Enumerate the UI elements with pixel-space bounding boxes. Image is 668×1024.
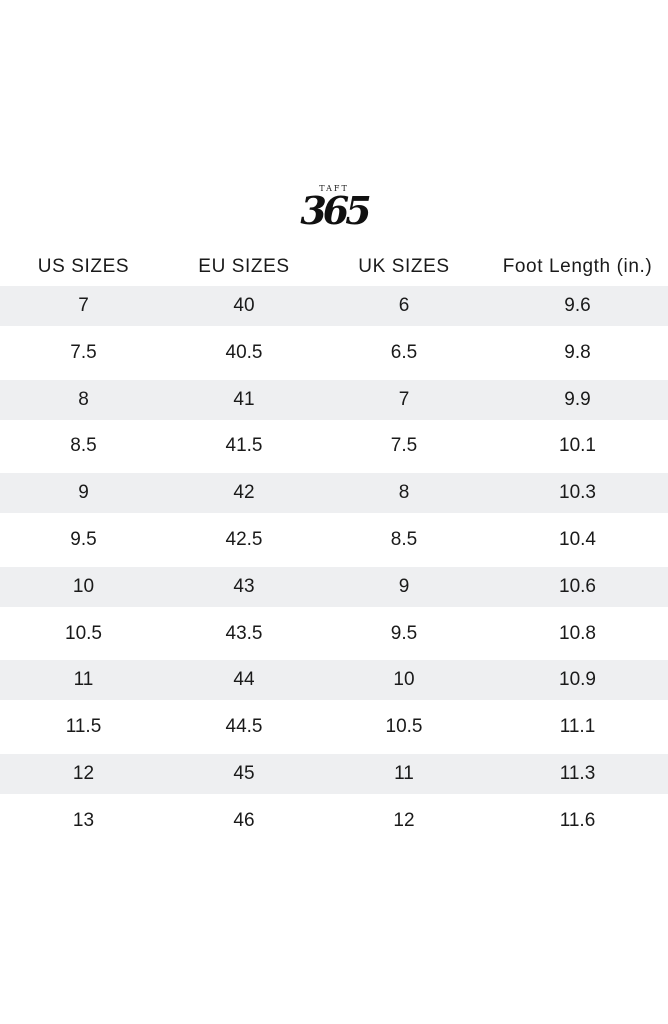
cell-us-size: 12 — [72, 762, 95, 784]
cell-uk-size: 12 — [393, 809, 415, 831]
cell-uk-size: 7.5 — [390, 435, 418, 457]
table-header-row: US SIZES EU SIZES UK SIZES Foot Length (… — [0, 248, 668, 286]
cell-us-size: 7.5 — [70, 341, 97, 363]
cell-eu-size: 44 — [233, 669, 255, 691]
cell-us-size: 13 — [72, 809, 95, 831]
cell-eu-size: 46 — [233, 809, 255, 831]
cell-us-size: 8 — [78, 388, 89, 410]
cell-us-size: 10 — [72, 575, 95, 597]
cell-foot-length: 10.4 — [559, 528, 596, 550]
brand-logo-main-text: 365 — [300, 188, 371, 233]
table-row: 9.5 42.5 8.5 10.4 — [0, 520, 668, 560]
cell-uk-size: 8.5 — [390, 528, 418, 550]
cell-eu-size: 42 — [233, 482, 255, 504]
cell-eu-size: 43.5 — [225, 622, 263, 644]
cell-us-size: 11 — [73, 669, 94, 691]
cell-us-size: 10.5 — [65, 622, 102, 644]
cell-us-size: 9 — [78, 482, 89, 504]
cell-eu-size: 41.5 — [225, 435, 263, 457]
header-eu-sizes: EU SIZES — [198, 256, 290, 277]
brand-logo-top-text: TAFT — [319, 184, 349, 193]
cell-eu-size: 43 — [233, 575, 255, 597]
cell-foot-length: 11.1 — [559, 716, 596, 738]
cell-eu-size: 40 — [233, 295, 255, 316]
brand-logo: TAFT 365 — [0, 184, 668, 236]
cell-eu-size: 40.5 — [225, 341, 263, 363]
cell-eu-size: 45 — [233, 762, 255, 784]
cell-us-size: 7 — [78, 295, 89, 316]
brand-logo-mark: TAFT 365 — [289, 184, 379, 236]
table-row: 10 43 9 10.6 — [0, 566, 668, 607]
cell-foot-length: 10.1 — [559, 435, 596, 457]
table-row: 7.5 40.5 6.5 9.8 — [0, 333, 668, 373]
size-chart-table: US SIZES EU SIZES UK SIZES Foot Length (… — [0, 248, 668, 848]
cell-uk-size: 9 — [398, 575, 410, 597]
cell-eu-size: 42.5 — [225, 528, 263, 550]
cell-uk-size: 6 — [398, 295, 410, 316]
table-row: 9 42 8 10.3 — [0, 473, 668, 514]
cell-foot-length: 10.9 — [559, 669, 596, 691]
cell-foot-length: 10.3 — [559, 482, 596, 504]
table-row: 8 41 7 9.9 — [0, 379, 668, 420]
header-us-sizes: US SIZES — [37, 256, 130, 277]
cell-foot-length: 11.3 — [559, 762, 596, 784]
header-uk-sizes: UK SIZES — [358, 256, 450, 277]
cell-foot-length: 9.9 — [564, 388, 591, 410]
cell-uk-size: 7 — [398, 388, 410, 410]
cell-uk-size: 11 — [394, 762, 414, 784]
cell-foot-length: 11.6 — [559, 809, 596, 831]
header-foot-length: Foot Length (in.) — [502, 256, 653, 277]
cell-uk-size: 10 — [393, 669, 415, 691]
cell-us-size: 9.5 — [70, 528, 97, 550]
cell-foot-length: 10.6 — [559, 575, 596, 597]
table-row: 13 46 12 11.6 — [0, 801, 668, 841]
table-row: 7 40 6 9.6 — [0, 286, 668, 326]
table-row: 11 44 10 10.9 — [0, 660, 668, 701]
cell-uk-size: 10.5 — [385, 716, 423, 738]
table-row: 8.5 41.5 7.5 10.1 — [0, 426, 668, 466]
cell-foot-length: 9.6 — [564, 295, 591, 316]
cell-us-size: 11.5 — [65, 716, 102, 738]
cell-eu-size: 41 — [233, 388, 255, 410]
cell-uk-size: 6.5 — [390, 341, 418, 363]
cell-eu-size: 44.5 — [225, 716, 263, 738]
table-row: 12 45 11 11.3 — [0, 753, 668, 794]
table-row: 11.5 44.5 10.5 11.1 — [0, 707, 668, 747]
cell-us-size: 8.5 — [70, 435, 97, 457]
cell-uk-size: 8 — [398, 482, 410, 504]
cell-foot-length: 9.8 — [564, 341, 591, 363]
table-row: 10.5 43.5 9.5 10.8 — [0, 614, 668, 654]
cell-uk-size: 9.5 — [390, 622, 418, 644]
cell-foot-length: 10.8 — [559, 622, 596, 644]
